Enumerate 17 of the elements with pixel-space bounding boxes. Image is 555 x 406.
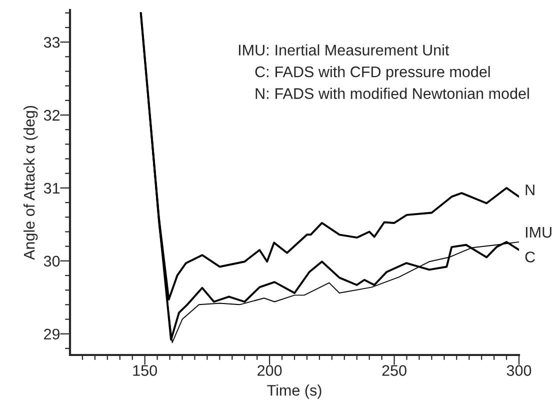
series-label: N	[526, 184, 534, 196]
x-tick-label: 300	[506, 365, 532, 376]
x-axis-title: Time (s)	[267, 384, 322, 399]
y-axis-title: Angle of Attack α (deg)	[23, 106, 38, 260]
annotation: C: FADS with CFD pressure model	[255, 66, 490, 80]
series-label: IMU	[526, 227, 552, 238]
annotation: IMU: Inertial Measurement Unit	[238, 44, 450, 56]
y-tick-label: 33	[44, 36, 60, 48]
annotation: N: FADS with modified Newtonian model	[256, 88, 529, 99]
series-label: C	[525, 252, 536, 262]
x-tick-label: 200	[258, 365, 282, 376]
x-tick-label: 250	[382, 365, 406, 376]
y-tick-label: 31	[44, 182, 60, 194]
y-tick-label: 29	[44, 328, 60, 340]
y-tick-label: 32	[44, 110, 60, 121]
x-tick-label: 150	[133, 365, 157, 376]
y-tick-label: 30	[44, 256, 60, 267]
